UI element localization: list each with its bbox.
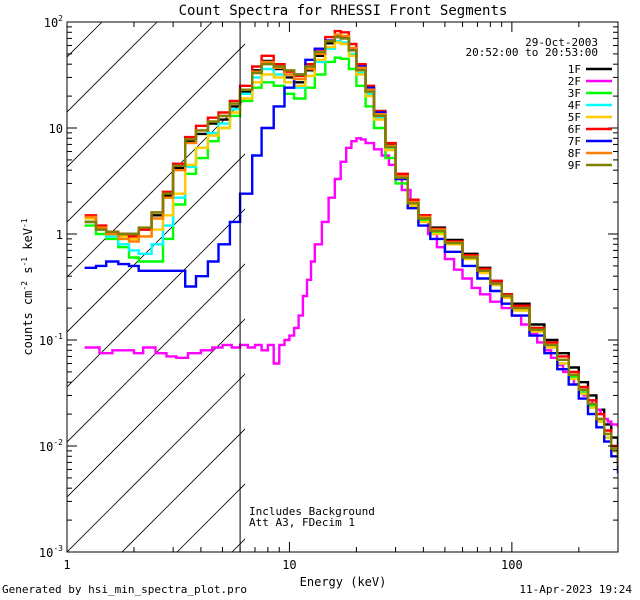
legend-label-7F: 7F (568, 135, 581, 148)
hatch-line (121, 428, 245, 552)
chart-title: Count Spectra for RHESSI Front Segments (179, 3, 508, 19)
hatch-line (67, 22, 158, 113)
hatch-line (617, 0, 640, 552)
series-line-1F (84, 34, 618, 457)
series-line-3F (84, 56, 618, 470)
legend-label-8F: 8F (568, 147, 581, 160)
y-tick-label: 10 (49, 122, 63, 136)
series-line-6F (84, 29, 618, 463)
legend-label-9F: 9F (568, 159, 581, 172)
legend-label-1F: 1F (568, 63, 581, 76)
attenuator-hatch-region (0, 0, 640, 552)
annotation-background: Includes Background (249, 505, 375, 518)
hatch-line (67, 263, 245, 443)
plot-frame (66, 21, 619, 553)
series-line-7F (84, 35, 618, 474)
y-tick-label: 10-3 (39, 544, 63, 560)
x-axis-label: Energy (keV) (300, 575, 387, 589)
date-label: 29-Oct-2003 (525, 36, 598, 49)
series-line-2F (84, 137, 618, 428)
hatch-line (0, 0, 7, 552)
x-tick-label: 1 (63, 558, 70, 572)
hatch-line (0, 0, 117, 552)
legend-label-2F: 2F (568, 75, 581, 88)
x-tick-label: 10 (282, 558, 296, 572)
generated-by-label: Generated by hsi_min_spectra_plot.pro (2, 583, 248, 596)
series-line-5F (84, 41, 618, 470)
series-line-8F (84, 33, 618, 466)
series-line-9F (84, 35, 618, 466)
x-tick-label: 100 (501, 558, 523, 572)
legend-label-3F: 3F (568, 87, 581, 100)
hatch-line (397, 0, 640, 552)
time-range-label: 20:52:00 to 20:53:00 (466, 46, 598, 59)
legend-label-4F: 4F (568, 99, 581, 112)
axis-ticks (66, 21, 619, 553)
y-axis-label: counts cm-2 s-1 keV-1 (20, 218, 35, 356)
hatch-line (67, 22, 103, 58)
x-tick-labels: 1 10 100 (63, 558, 522, 572)
legend-label-6F: 6F (568, 123, 581, 136)
hatch-line (452, 0, 640, 552)
series-layer (84, 29, 618, 474)
y-tick-label: 10-2 (39, 438, 63, 454)
y-tick-label: 102 (44, 14, 63, 30)
y-tick-label: 1 (56, 228, 63, 242)
hatch-line (67, 208, 245, 388)
hatch-line (67, 98, 245, 278)
annotation-attenuator: Att A3, FDecim 1 (249, 516, 355, 529)
y-tick-label: 10-1 (39, 332, 63, 348)
y-tick-labels: 10-3 10-2 10-1 1 10 102 (39, 14, 63, 560)
timestamp-label: 11-Apr-2023 19:24 (519, 583, 632, 596)
hatch-line (67, 43, 245, 223)
hatch-line (67, 318, 245, 498)
legend-label-5F: 5F (568, 111, 581, 124)
series-line-4F (84, 39, 618, 470)
hatch-line (67, 373, 245, 552)
hatch-line (67, 22, 213, 168)
hatch-line (67, 153, 245, 333)
